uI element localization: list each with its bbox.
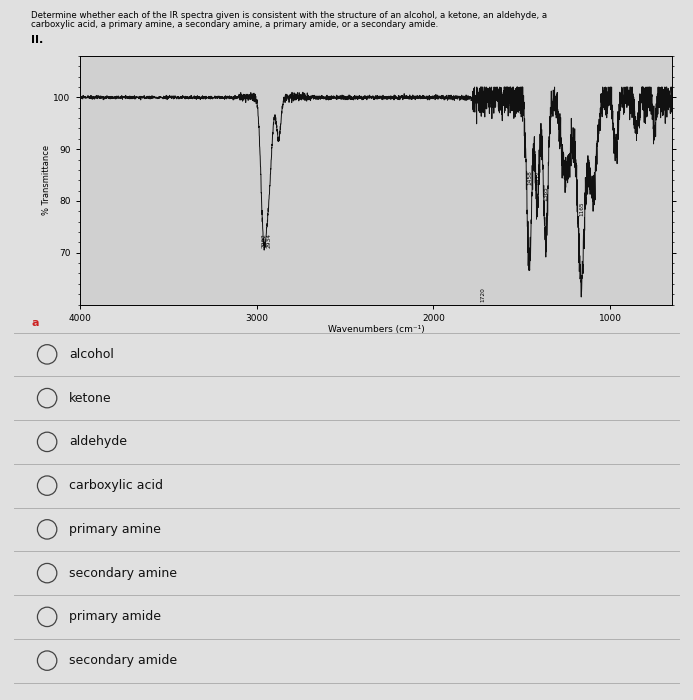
Text: aldehyde: aldehyde — [69, 435, 128, 449]
Text: 2962: 2962 — [261, 232, 266, 248]
Text: 1365: 1365 — [543, 186, 549, 201]
Text: ketone: ketone — [69, 391, 112, 405]
Text: secondary amine: secondary amine — [69, 566, 177, 580]
Text: primary amine: primary amine — [69, 523, 161, 536]
Text: 1165: 1165 — [579, 202, 584, 216]
Text: alcohol: alcohol — [69, 348, 114, 361]
Text: primary amide: primary amide — [69, 610, 161, 624]
Text: 1412: 1412 — [535, 171, 541, 186]
Text: carboxylic acid: carboxylic acid — [69, 479, 164, 492]
Text: secondary amide: secondary amide — [69, 654, 177, 667]
Text: 1720: 1720 — [480, 287, 485, 302]
X-axis label: Wavenumbers (cm⁻¹): Wavenumbers (cm⁻¹) — [328, 326, 424, 335]
Text: 2934: 2934 — [266, 232, 271, 248]
Y-axis label: % Transmittance: % Transmittance — [42, 145, 51, 216]
Text: 1458: 1458 — [527, 171, 532, 186]
Text: II.: II. — [31, 35, 44, 45]
Text: carboxylic acid, a primary amine, a secondary amine, a primary amide, or a secon: carboxylic acid, a primary amine, a seco… — [31, 20, 439, 29]
Text: a: a — [31, 318, 39, 328]
Text: Determine whether each of the IR spectra given is consistent with the structure : Determine whether each of the IR spectra… — [31, 10, 547, 20]
